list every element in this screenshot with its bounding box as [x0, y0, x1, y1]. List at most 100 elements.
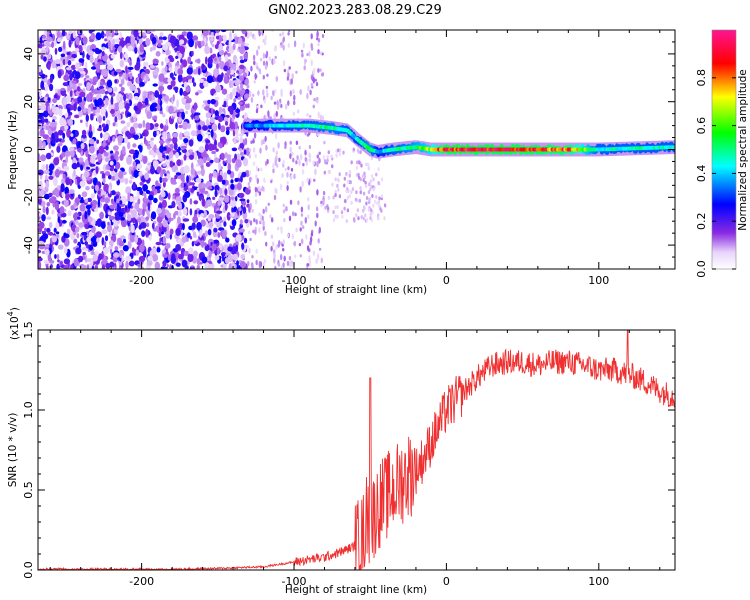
noise-blob [60, 87, 66, 91]
noise-blob [350, 190, 353, 195]
noise-blob [108, 215, 115, 220]
noise-blob [229, 92, 233, 100]
noise-blob [102, 133, 109, 140]
noise-blob [194, 209, 198, 215]
noise-blob [165, 51, 169, 56]
noise-blob [318, 226, 321, 234]
noise-blob [288, 215, 292, 222]
noise-blob [125, 260, 129, 269]
noise-blob [214, 110, 219, 117]
noise-blob [110, 54, 116, 59]
noise-blob [141, 230, 146, 238]
noise-blob [262, 208, 265, 214]
noise-blob [149, 30, 156, 33]
noise-blob [152, 45, 156, 51]
noise-blob [247, 182, 250, 186]
noise-blob [159, 32, 164, 37]
noise-blob [183, 138, 189, 144]
noise-blob [355, 213, 358, 218]
noise-blob [139, 81, 145, 87]
noise-blob [100, 221, 106, 229]
noise-blob [78, 157, 84, 163]
noise-blob [249, 176, 252, 183]
noise-blob [143, 77, 147, 82]
noise-blob [236, 93, 241, 97]
noise-blob [68, 118, 73, 127]
noise-blob [59, 117, 66, 126]
noise-blob [280, 103, 283, 109]
noise-blob [239, 64, 245, 70]
y-tick-label: 0.0 [22, 561, 35, 579]
noise-blob [217, 200, 222, 207]
colorbar-tick-label: 0.0 [695, 260, 708, 278]
noise-blob [298, 159, 301, 166]
noise-blob [82, 134, 86, 139]
noise-blob [250, 65, 253, 72]
noise-blob [175, 187, 180, 194]
noise-blob [227, 169, 232, 175]
noise-blob [179, 132, 183, 141]
noise-blob [199, 78, 205, 84]
noise-blob [94, 263, 98, 269]
noise-blob [282, 60, 286, 67]
noise-blob [172, 136, 178, 145]
noise-blob [42, 233, 49, 240]
noise-blob [295, 70, 298, 74]
noise-blob [129, 72, 133, 80]
noise-blob [200, 167, 205, 177]
noise-blob [187, 123, 192, 129]
noise-blob [195, 66, 199, 75]
noise-blob [54, 59, 61, 65]
noise-blob [79, 91, 86, 98]
noise-blob [84, 198, 89, 203]
noise-blob [338, 152, 342, 157]
noise-blob [270, 179, 273, 184]
noise-blob [179, 39, 185, 45]
noise-blob [63, 74, 70, 82]
noise-blob [158, 73, 165, 82]
noise-blob [235, 159, 242, 168]
noise-blob [229, 196, 235, 200]
noise-blob [238, 101, 243, 105]
noise-blob [90, 193, 96, 199]
noise-blob [266, 159, 269, 165]
noise-blob [279, 33, 282, 37]
noise-blob [185, 110, 189, 115]
noise-blob [223, 221, 227, 227]
noise-blob [316, 32, 319, 38]
noise-blob [369, 212, 372, 217]
noise-blob [304, 216, 307, 224]
noise-blob [50, 196, 57, 203]
noise-blob [151, 211, 157, 220]
noise-blob [60, 183, 65, 193]
noise-blob [178, 117, 182, 123]
noise-blob [142, 201, 147, 211]
noise-blob [113, 222, 119, 227]
noise-blob [90, 113, 94, 121]
noise-blob [64, 58, 68, 65]
noise-blob [290, 78, 293, 85]
noise-blob [153, 197, 158, 204]
noise-blob [182, 121, 189, 130]
noise-blob [239, 104, 245, 111]
noise-blob [274, 187, 277, 194]
noise-blob [286, 171, 289, 178]
noise-blob [290, 167, 294, 172]
noise-blob [358, 198, 362, 203]
noise-blob [65, 193, 70, 200]
noise-blob [157, 152, 163, 162]
noise-blob [223, 172, 228, 181]
noise-blob [38, 261, 42, 269]
noise-blob [204, 46, 211, 55]
noise-blob [89, 155, 96, 164]
noise-blob [132, 143, 137, 148]
noise-blob [256, 66, 259, 70]
noise-blob [272, 163, 275, 169]
noise-blob [123, 52, 128, 59]
noise-blob [198, 146, 205, 153]
noise-blob [258, 30, 261, 37]
noise-blob [90, 258, 94, 266]
noise-blob [151, 222, 155, 230]
noise-blob [316, 212, 319, 219]
noise-blob [249, 237, 252, 242]
